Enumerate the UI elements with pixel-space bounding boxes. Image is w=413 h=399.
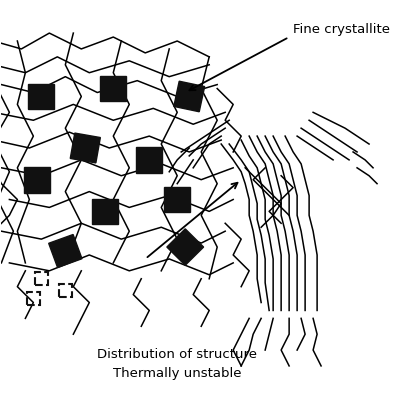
Polygon shape [28,84,55,109]
Polygon shape [49,235,82,267]
Polygon shape [136,147,162,173]
Text: Fine crystallite: Fine crystallite [293,23,390,36]
Polygon shape [24,167,50,193]
Polygon shape [164,187,190,212]
Text: Distribution of structure: Distribution of structure [97,348,257,361]
Polygon shape [100,76,126,101]
Polygon shape [167,229,204,265]
Polygon shape [93,199,118,224]
Text: Thermally unstable: Thermally unstable [113,367,242,380]
Polygon shape [70,133,100,163]
Polygon shape [174,81,204,112]
